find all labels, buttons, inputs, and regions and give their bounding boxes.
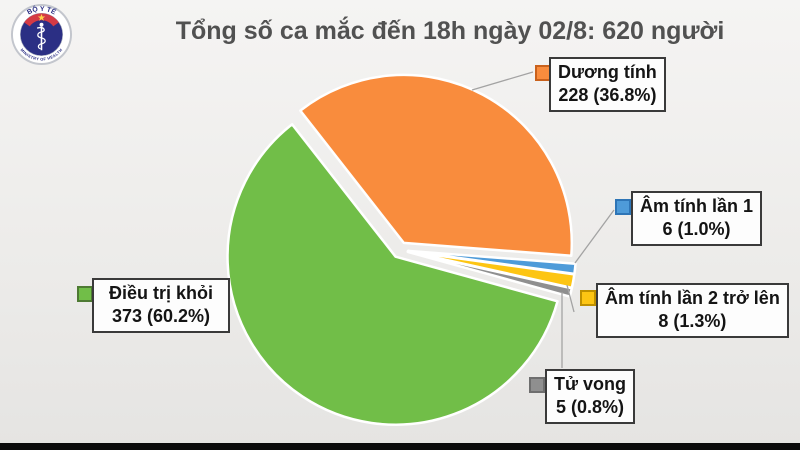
legend-marker-am-tinh-2 — [580, 290, 596, 306]
callout-box-duong-tinh: Dương tính 228 (36.8%) — [549, 57, 666, 112]
pie-slices-group — [226, 73, 577, 426]
callout-box-tu-vong: Tử vong 5 (0.8%) — [545, 369, 636, 424]
callout-value: 228 (36.8%) — [558, 85, 657, 105]
callout-box-dieu-tri-khoi: Điều trị khỏi 373 (60.2%) — [92, 278, 230, 333]
logo-star-icon — [37, 13, 46, 21]
chart-title: Tổng số ca mắc đến 18h ngày 02/8: 620 ng… — [175, 17, 725, 45]
logo-red-band — [24, 13, 59, 27]
leader-line-duong-tinh — [471, 71, 534, 91]
ministry-of-health-logo: BỘ Y TẾ MINISTRY OF HEALTH — [10, 3, 73, 66]
callout-box-am-tinh-1: Âm tính lần 1 6 (1.0%) — [631, 191, 763, 246]
callout-value: 373 (60.2%) — [111, 306, 211, 326]
callout-box-am-tinh-2: Âm tính lần 2 trở lên 8 (1.3%) — [596, 283, 789, 338]
callout-label: Âm tính lần 1 — [640, 196, 754, 216]
legend-marker-tu-vong — [529, 377, 545, 393]
leader-line-am-tinh-2 — [566, 284, 575, 313]
pie-slice-0 — [299, 73, 574, 258]
leader-line-am-tinh-1 — [574, 209, 615, 264]
callout-value: 6 (1.0%) — [662, 219, 731, 239]
callout-label: Điều trị khỏi — [108, 283, 213, 303]
bottom-black-bar — [0, 443, 800, 450]
callout-label: Âm tính lần 2 trở lên — [605, 288, 780, 308]
callout-value: 5 (0.8%) — [556, 397, 625, 417]
callout-label: Dương tính — [558, 62, 657, 82]
legend-marker-am-tinh-1 — [615, 199, 631, 215]
callout-value: 8 (1.3%) — [658, 311, 727, 331]
callout-label: Tử vong — [554, 374, 627, 394]
legend-marker-dieu-tri-khoi — [77, 286, 93, 302]
pie-slice-4 — [226, 123, 559, 426]
rod-of-asclepius-icon — [36, 22, 46, 51]
